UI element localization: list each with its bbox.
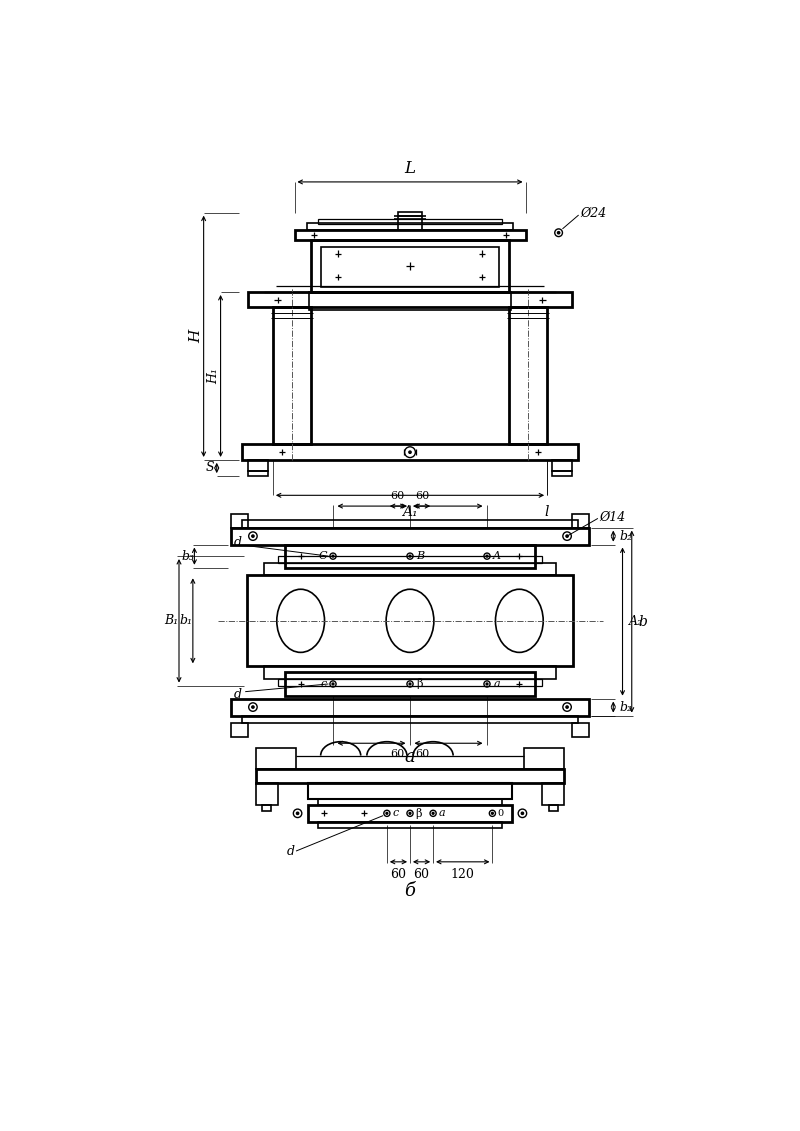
Bar xyxy=(262,805,271,811)
Circle shape xyxy=(409,555,411,558)
Bar xyxy=(286,545,534,568)
Circle shape xyxy=(491,812,494,814)
Circle shape xyxy=(522,812,523,814)
Circle shape xyxy=(432,812,434,814)
Circle shape xyxy=(409,683,411,685)
Circle shape xyxy=(332,683,334,685)
Bar xyxy=(572,723,589,737)
Text: 0: 0 xyxy=(498,809,504,818)
Text: Ø24: Ø24 xyxy=(580,207,606,221)
Text: b₃: b₃ xyxy=(181,550,194,562)
Text: H: H xyxy=(189,329,203,343)
Bar xyxy=(231,699,589,716)
Text: c: c xyxy=(392,809,398,819)
Text: б: б xyxy=(405,882,415,900)
Text: l: l xyxy=(545,504,550,518)
Text: β: β xyxy=(416,679,422,690)
Text: d: d xyxy=(286,845,294,857)
Bar xyxy=(308,805,512,822)
Bar xyxy=(294,230,526,240)
Bar xyxy=(307,224,513,230)
Bar xyxy=(242,716,578,723)
Bar xyxy=(509,308,547,444)
Text: a: a xyxy=(493,679,500,689)
Text: A₁: A₁ xyxy=(402,504,418,518)
Bar xyxy=(524,748,564,769)
Bar xyxy=(552,470,572,476)
Bar xyxy=(278,556,542,563)
Bar xyxy=(246,576,574,666)
Text: C: C xyxy=(318,551,327,561)
Text: B: B xyxy=(416,551,424,561)
Circle shape xyxy=(486,555,488,558)
Bar xyxy=(321,247,499,286)
Bar xyxy=(231,528,589,545)
Bar xyxy=(311,240,509,292)
Text: b₂: b₂ xyxy=(619,700,633,714)
Text: b: b xyxy=(638,614,647,629)
Text: 60: 60 xyxy=(415,491,430,501)
Bar xyxy=(318,822,502,828)
Bar xyxy=(278,679,542,685)
Bar xyxy=(286,673,534,696)
Circle shape xyxy=(252,535,254,537)
Text: A₂: A₂ xyxy=(629,615,642,628)
Bar xyxy=(309,292,511,310)
Text: b₂: b₂ xyxy=(619,529,633,543)
Text: β: β xyxy=(415,808,422,819)
Circle shape xyxy=(332,555,334,558)
Bar xyxy=(231,513,248,528)
Circle shape xyxy=(297,812,298,814)
Text: A: A xyxy=(493,551,501,561)
Text: a: a xyxy=(405,748,415,766)
Text: b₁: b₁ xyxy=(179,614,193,628)
Text: 60: 60 xyxy=(414,867,430,881)
Text: B₁: B₁ xyxy=(164,614,178,628)
Bar xyxy=(248,292,572,308)
Circle shape xyxy=(252,706,254,708)
Bar xyxy=(552,460,572,470)
Bar xyxy=(256,769,564,784)
Bar xyxy=(242,444,578,460)
Bar xyxy=(231,723,248,737)
Bar xyxy=(264,666,556,679)
Bar xyxy=(572,513,589,528)
Text: S: S xyxy=(206,461,214,475)
Circle shape xyxy=(386,812,388,814)
Circle shape xyxy=(558,232,560,234)
Bar xyxy=(549,805,558,811)
Bar xyxy=(398,211,422,216)
Bar xyxy=(542,784,564,805)
Bar xyxy=(308,784,512,798)
Text: L: L xyxy=(405,159,415,176)
Text: d: d xyxy=(234,689,242,701)
Bar xyxy=(248,460,268,470)
Text: H₁: H₁ xyxy=(207,368,220,383)
Text: 120: 120 xyxy=(451,867,474,881)
Bar xyxy=(256,784,278,805)
Text: a: a xyxy=(438,809,445,819)
Text: 60: 60 xyxy=(415,750,430,759)
Bar xyxy=(256,748,296,769)
Bar xyxy=(242,520,578,528)
Bar xyxy=(264,563,556,576)
Text: c: c xyxy=(321,679,327,689)
Text: d: d xyxy=(234,536,242,549)
Circle shape xyxy=(566,706,568,708)
Bar xyxy=(273,308,311,444)
Circle shape xyxy=(409,812,411,814)
Circle shape xyxy=(566,535,568,537)
Bar xyxy=(318,219,502,224)
Text: 60: 60 xyxy=(390,750,405,759)
Text: 60: 60 xyxy=(390,867,406,881)
Bar xyxy=(248,470,268,476)
Circle shape xyxy=(486,683,488,685)
Text: Ø14: Ø14 xyxy=(599,510,626,524)
Circle shape xyxy=(409,451,411,454)
Bar xyxy=(318,798,502,805)
Text: 60: 60 xyxy=(390,491,405,501)
